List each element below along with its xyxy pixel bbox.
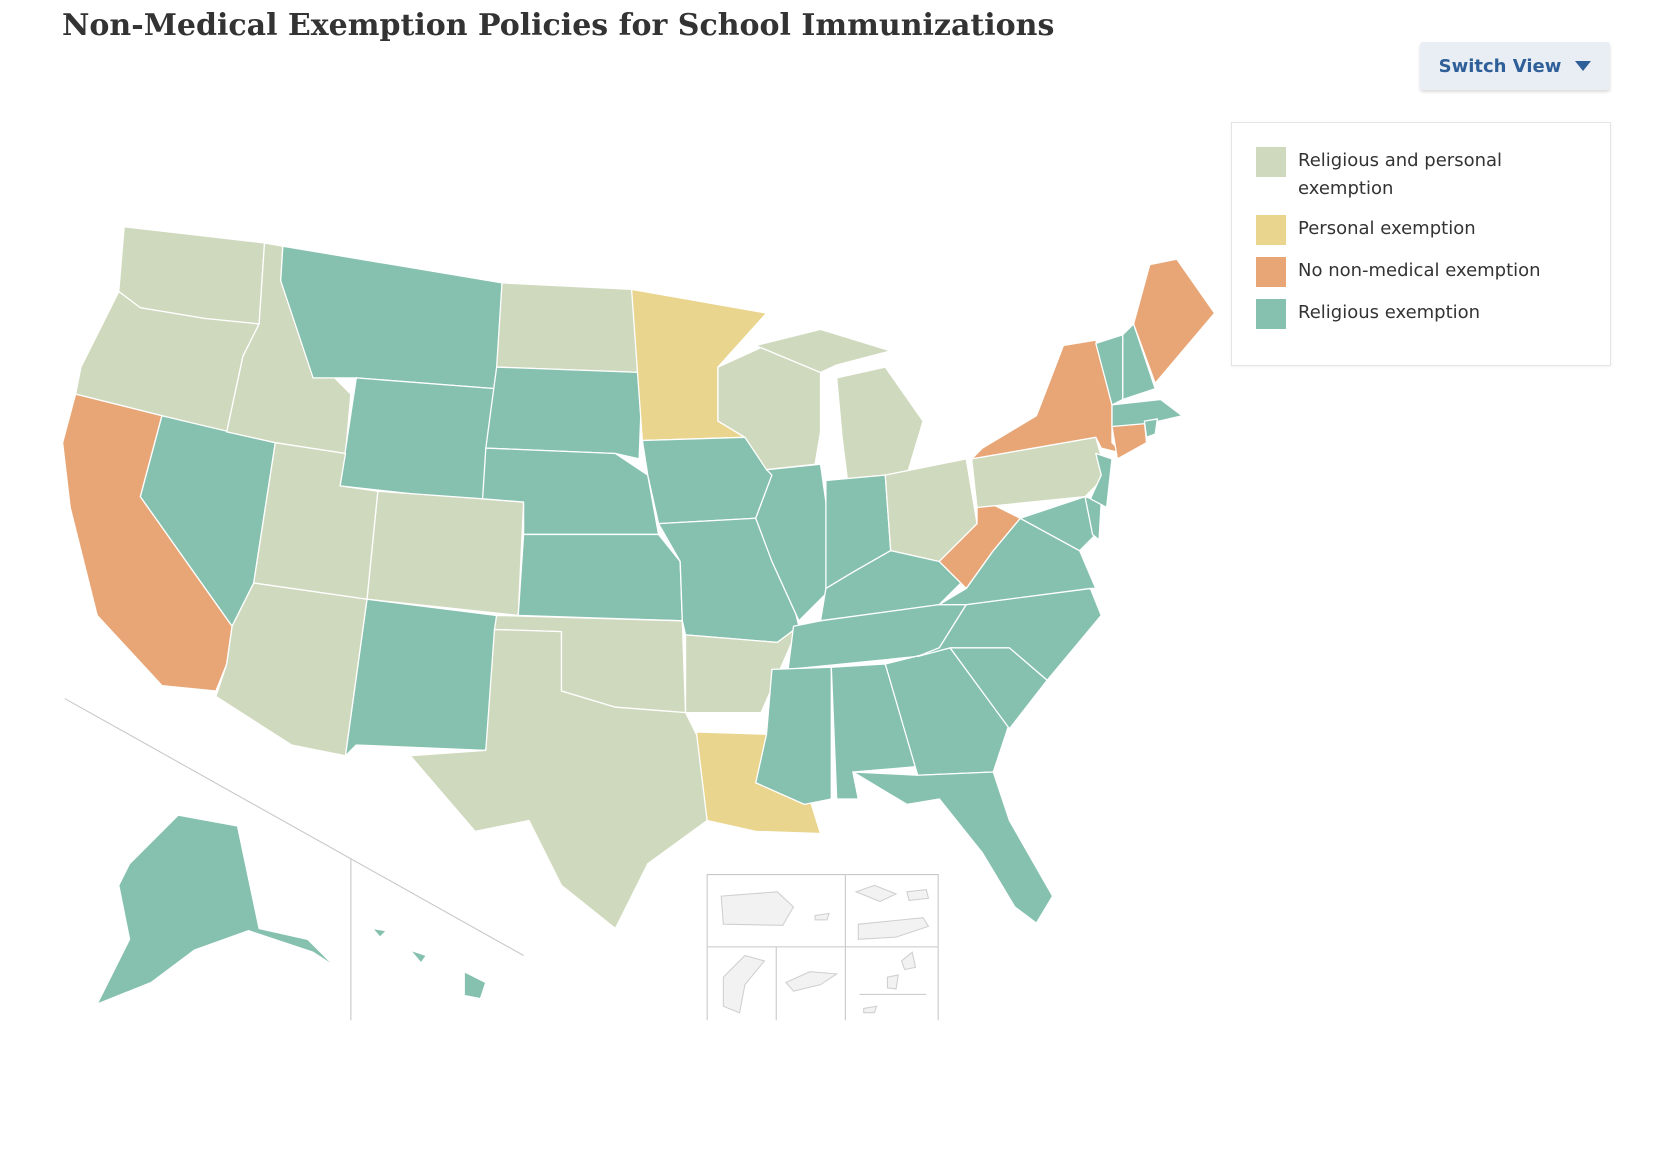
region-shape xyxy=(517,533,683,622)
region-shape xyxy=(371,927,388,938)
region-shape xyxy=(409,628,708,930)
region xyxy=(1132,258,1216,384)
legend-label: No non-medical exemption xyxy=(1298,260,1541,281)
region-shape xyxy=(495,282,644,374)
legend-swatch xyxy=(1256,257,1286,287)
region-shape xyxy=(485,366,644,460)
region xyxy=(371,927,487,1000)
region-shape xyxy=(1122,323,1156,401)
region xyxy=(917,587,1102,681)
region-shape xyxy=(409,949,428,964)
region xyxy=(495,282,644,374)
legend-item: No non-medical exemption xyxy=(1256,257,1586,287)
region-shape xyxy=(971,339,1124,460)
region-shape xyxy=(641,436,773,525)
button-label[interactable]: Switch View xyxy=(1438,55,1562,77)
inset-lines xyxy=(64,698,524,1021)
region xyxy=(938,496,1021,590)
region xyxy=(339,377,498,503)
region-shape xyxy=(1132,258,1216,384)
region xyxy=(280,245,503,390)
region-shape xyxy=(463,971,487,1000)
region-shape xyxy=(852,771,1054,924)
region-shape xyxy=(366,490,525,617)
region xyxy=(366,490,525,617)
region-shape xyxy=(280,245,503,390)
region xyxy=(517,533,683,622)
region-shape xyxy=(836,366,924,482)
legend-item: Religious and personal exemption xyxy=(1256,147,1586,203)
title: Non-Medical Exemption Policies for Schoo… xyxy=(62,8,1055,43)
region xyxy=(1111,420,1148,460)
legend-swatch xyxy=(1256,299,1286,329)
region-shape xyxy=(339,377,498,503)
region-shape xyxy=(344,598,498,757)
region xyxy=(852,771,1054,924)
region xyxy=(1089,452,1113,509)
legend-label: Religious and personal exemption xyxy=(1298,150,1503,199)
region xyxy=(344,598,498,757)
dropdown-arrow[interactable] xyxy=(1575,61,1592,71)
region-shape xyxy=(938,496,1021,590)
switch-view-button[interactable]: Switch View xyxy=(1420,42,1610,90)
legend: Religious and personal exemption Personal… xyxy=(1231,122,1611,366)
legend-label: Personal exemption xyxy=(1298,218,1476,239)
region-shape xyxy=(917,587,1102,681)
region xyxy=(1111,398,1183,428)
legend-item: Personal exemption xyxy=(1256,215,1586,245)
territories xyxy=(706,873,939,1021)
region xyxy=(409,628,708,930)
region-shape xyxy=(1111,398,1183,428)
region-shape xyxy=(1143,418,1158,438)
legend-swatch xyxy=(1256,215,1286,245)
region-shape xyxy=(755,328,892,374)
region xyxy=(1143,418,1158,438)
legend-item: Religious exemption xyxy=(1256,299,1586,329)
region xyxy=(755,328,924,482)
region-shape xyxy=(755,463,832,622)
region-shape xyxy=(96,814,336,1005)
region xyxy=(641,436,773,525)
region xyxy=(755,463,832,622)
region xyxy=(1122,323,1156,401)
legend-label: Religious exemption xyxy=(1298,302,1481,323)
legend-swatch xyxy=(1256,147,1286,177)
region-shape xyxy=(1111,420,1148,460)
region xyxy=(971,339,1124,460)
region xyxy=(96,814,336,1005)
region xyxy=(485,366,644,460)
region-shape xyxy=(1089,452,1113,509)
